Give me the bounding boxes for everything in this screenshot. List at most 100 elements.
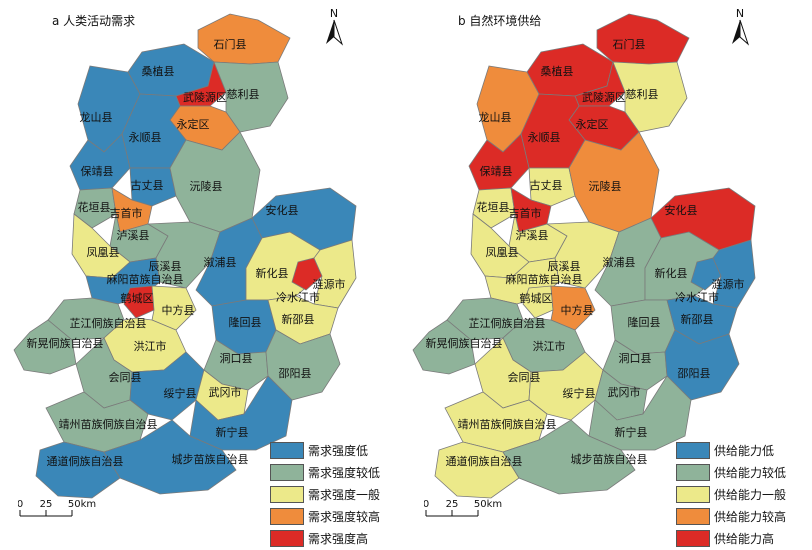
panel-a: a 人类活动需求 石门县 桑植县 武陵源区 慈利县 龙山县 永定区 永顺县 保靖县 古丈县 沅陵县… bbox=[0, 0, 406, 549]
county-label: 凤凰县 bbox=[486, 246, 519, 259]
county-label: 中方县 bbox=[162, 303, 195, 317]
county-region bbox=[522, 285, 554, 319]
county-label: 吉首市 bbox=[110, 206, 143, 220]
scale-tick-0: 0 bbox=[424, 499, 429, 510]
county-label: 新晃侗族自治县 bbox=[27, 336, 104, 350]
county-label: 石门县 bbox=[613, 37, 646, 51]
county-label: 邵阳县 bbox=[279, 367, 312, 380]
legend-swatch bbox=[676, 507, 710, 525]
county-label: 芷江侗族自治县 bbox=[70, 316, 147, 330]
county-label: 泸溪县 bbox=[117, 229, 150, 242]
county-label: 隆回县 bbox=[628, 315, 661, 329]
legend-item: 需求强度低 bbox=[270, 440, 406, 460]
legend-label: 供给能力低 bbox=[714, 443, 775, 458]
legend-swatch bbox=[676, 485, 710, 503]
county-label: 会同县 bbox=[109, 371, 142, 384]
county-label: 中方县 bbox=[561, 303, 594, 317]
county-label: 新晃侗族自治县 bbox=[426, 336, 503, 350]
county-region bbox=[612, 61, 688, 133]
scale-tick-50: 50km bbox=[68, 499, 96, 510]
county-label: 会同县 bbox=[508, 371, 541, 384]
county-label: 保靖县 bbox=[81, 164, 114, 178]
county-label: 冷水江市 bbox=[276, 290, 320, 304]
legend-swatch bbox=[676, 463, 710, 481]
county-label: 古丈县 bbox=[131, 179, 164, 192]
county-label: 石门县 bbox=[214, 37, 247, 51]
legend-swatch bbox=[270, 485, 304, 503]
county-label: 桑植县 bbox=[142, 64, 175, 78]
legend-item: 需求强度高 bbox=[270, 528, 406, 548]
county-region bbox=[412, 319, 476, 375]
legend-swatch bbox=[270, 529, 304, 547]
scale-tick-25: 25 bbox=[40, 499, 53, 510]
scale-bar: 0 25 50km bbox=[424, 499, 502, 517]
legend-item: 需求强度较低 bbox=[270, 462, 406, 482]
county-label: 新化县 bbox=[655, 266, 688, 280]
legend-swatch bbox=[270, 441, 304, 459]
county-label: 涟源市 bbox=[712, 277, 745, 291]
county-label: 武陵源区 bbox=[582, 90, 626, 104]
county-region bbox=[13, 319, 77, 375]
legend-swatch bbox=[270, 463, 304, 481]
county-label: 武冈市 bbox=[209, 385, 242, 399]
north-arrow: N bbox=[728, 6, 752, 48]
county-label: 邵阳县 bbox=[678, 367, 711, 380]
county-label: 辰溪县 bbox=[149, 260, 182, 273]
county-region bbox=[47, 297, 125, 341]
county-label: 凤凰县 bbox=[87, 246, 120, 259]
legend-label: 供给能力较高 bbox=[714, 509, 787, 524]
legend-label: 需求强度较高 bbox=[308, 509, 381, 524]
legend-b: 供给能力低 供给能力较低 供给能力一般 供给能力较高 供给能力高 bbox=[676, 440, 812, 550]
county-label: 慈利县 bbox=[227, 87, 260, 101]
county-label: 沅陵县 bbox=[589, 180, 622, 193]
county-label: 洞口县 bbox=[220, 352, 253, 365]
legend-swatch bbox=[676, 529, 710, 547]
county-label: 麻阳苗族自治县 bbox=[107, 272, 184, 286]
legend-a: 需求强度低需求强度较低 需求强度一般 需求强度较高需求强度高 bbox=[270, 440, 406, 550]
county-region bbox=[472, 187, 516, 229]
county-label: 桑植县 bbox=[541, 64, 574, 78]
county-label: 溆浦县 bbox=[603, 255, 636, 269]
county-label: 安化县 bbox=[266, 203, 299, 217]
scale-tick-25: 25 bbox=[446, 499, 459, 510]
legend-item: 供给能力较高 bbox=[676, 506, 812, 526]
legend-label: 供给能力高 bbox=[714, 531, 775, 546]
county-label: 鹤城区 bbox=[121, 291, 154, 305]
county-label: 辰溪县 bbox=[548, 260, 581, 273]
county-label: 通道侗族自治县 bbox=[446, 454, 523, 468]
county-label: 洪江市 bbox=[533, 339, 566, 353]
county-label: 绥宁县 bbox=[563, 386, 596, 400]
county-label: 龙山县 bbox=[479, 111, 512, 124]
county-label: 洪江市 bbox=[134, 339, 167, 353]
county-region bbox=[35, 441, 121, 499]
county-label: 永定区 bbox=[177, 117, 210, 131]
county-label: 隆回县 bbox=[229, 315, 262, 329]
county-label: 涟源市 bbox=[313, 277, 346, 291]
county-label: 吉首市 bbox=[509, 206, 542, 220]
county-label: 新化县 bbox=[256, 266, 289, 280]
county-label: 古丈县 bbox=[530, 179, 563, 192]
county-label: 永顺县 bbox=[129, 130, 162, 144]
county-region bbox=[446, 297, 524, 341]
county-region bbox=[528, 167, 576, 207]
panel-b: b 自然环境供给 石门县 桑植县 武陵源区 慈利县 龙山县 永定区 永顺县 保靖县 古丈县 沅陵县… bbox=[406, 0, 812, 549]
county-region bbox=[123, 285, 155, 319]
county-region bbox=[129, 167, 177, 207]
north-label: N bbox=[330, 7, 338, 20]
county-label: 花垣县 bbox=[78, 201, 111, 214]
county-region bbox=[69, 133, 131, 191]
county-label: 新宁县 bbox=[615, 425, 648, 439]
county-region bbox=[434, 441, 520, 499]
county-label: 新邵县 bbox=[681, 312, 714, 326]
county-label: 新宁县 bbox=[216, 425, 249, 439]
county-label: 芷江侗族自治县 bbox=[469, 316, 546, 330]
county-region bbox=[73, 187, 117, 229]
legend-label: 需求强度较低 bbox=[308, 465, 381, 480]
county-label: 溆浦县 bbox=[204, 255, 237, 269]
legend-label: 需求强度一般 bbox=[308, 487, 381, 502]
county-label: 靖州苗族侗族自治县 bbox=[59, 417, 158, 431]
legend-item: 需求强度一般 bbox=[270, 484, 406, 504]
